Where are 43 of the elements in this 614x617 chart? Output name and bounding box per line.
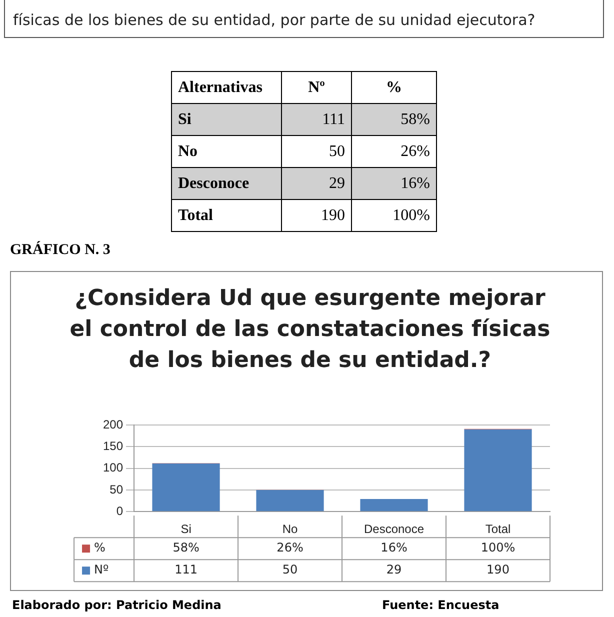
text: % <box>352 72 436 104</box>
text: 26% <box>352 136 436 168</box>
chart-title: ¿Considera Ud que esurgente mejorar el control de las constataciones físicas de los bienes de su entidad.? <box>68 285 552 375</box>
bar <box>360 499 428 512</box>
bar <box>464 429 532 512</box>
text: 50 <box>282 136 352 168</box>
text: 111 <box>282 104 352 136</box>
data-label: 16% <box>380 540 408 555</box>
text: 190 <box>282 200 352 232</box>
bar <box>256 490 324 512</box>
text: Alternativas <box>172 72 282 104</box>
legend-label: Nº <box>94 562 109 577</box>
legend-label: % <box>94 540 106 555</box>
y-tick-label: 0 <box>116 504 124 518</box>
x-tick-label: Si <box>180 522 192 536</box>
data-label: 26% <box>276 540 304 555</box>
text: 29 <box>282 168 352 200</box>
text: 58% <box>352 104 436 136</box>
x-tick-label: No <box>282 522 298 536</box>
x-tick-label: Desconoce <box>364 522 424 536</box>
data-label: 100% <box>480 540 516 555</box>
text: físicas de los bienes de su entidad, por parte de su unidad ejecutora? <box>4 0 604 38</box>
y-tick-label: 150 <box>102 438 124 453</box>
data-label: 50 <box>282 562 298 577</box>
text: 16% <box>352 168 436 200</box>
data-label: 29 <box>386 562 402 577</box>
text: Si <box>172 104 282 136</box>
x-tick-label: Total <box>485 522 511 536</box>
y-tick-label: 50 <box>110 482 124 496</box>
data-label: 190 <box>486 562 510 577</box>
text: GRÁFICO N. 3 <box>10 242 110 259</box>
data-label: 58% <box>172 540 200 555</box>
text: Nº <box>282 72 352 104</box>
text: No <box>172 136 282 168</box>
text: Total <box>172 200 282 232</box>
text: Elaborado por: Patricio Medina <box>12 598 222 612</box>
y-tick-label: 100 <box>102 460 124 475</box>
source-note: Fuente: Encuesta <box>382 598 500 612</box>
data-label: 111 <box>174 562 198 577</box>
text: 100% <box>352 200 436 232</box>
text: Desconoce <box>172 168 282 200</box>
y-tick-label: 200 <box>102 417 124 432</box>
bar <box>152 464 220 512</box>
